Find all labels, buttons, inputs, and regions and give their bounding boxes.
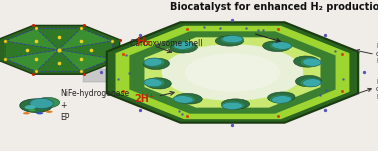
Ellipse shape xyxy=(35,97,60,108)
Ellipse shape xyxy=(146,78,171,89)
Polygon shape xyxy=(5,50,59,71)
Ellipse shape xyxy=(143,78,164,87)
Ellipse shape xyxy=(301,78,322,87)
Polygon shape xyxy=(5,41,59,59)
Ellipse shape xyxy=(144,58,169,69)
Circle shape xyxy=(162,44,303,101)
Ellipse shape xyxy=(46,111,53,113)
Polygon shape xyxy=(36,50,81,71)
Polygon shape xyxy=(144,37,321,108)
Ellipse shape xyxy=(144,79,162,87)
Ellipse shape xyxy=(263,41,290,52)
Ellipse shape xyxy=(270,42,292,50)
Ellipse shape xyxy=(296,76,321,87)
Polygon shape xyxy=(59,28,112,50)
Polygon shape xyxy=(59,41,112,59)
Polygon shape xyxy=(59,50,112,71)
Polygon shape xyxy=(5,28,112,71)
Ellipse shape xyxy=(221,35,244,43)
Ellipse shape xyxy=(222,99,249,109)
Ellipse shape xyxy=(173,95,195,103)
Polygon shape xyxy=(116,26,349,119)
Text: NiFe-hydrogenase
+
EP: NiFe-hydrogenase + EP xyxy=(60,89,130,122)
Circle shape xyxy=(185,53,280,92)
Text: Carboxysome shell: Carboxysome shell xyxy=(130,39,203,48)
Ellipse shape xyxy=(29,109,36,111)
Ellipse shape xyxy=(20,99,52,112)
Polygon shape xyxy=(5,28,59,50)
Ellipse shape xyxy=(303,79,321,87)
Ellipse shape xyxy=(174,42,193,49)
Ellipse shape xyxy=(222,102,243,109)
Ellipse shape xyxy=(270,95,292,103)
FancyArrow shape xyxy=(83,68,136,83)
Ellipse shape xyxy=(170,42,197,53)
Polygon shape xyxy=(0,25,120,74)
Text: H₂: H₂ xyxy=(137,37,172,53)
Ellipse shape xyxy=(143,58,164,67)
Ellipse shape xyxy=(272,42,291,49)
Ellipse shape xyxy=(215,36,243,46)
Ellipse shape xyxy=(30,98,53,109)
Ellipse shape xyxy=(25,105,36,109)
Polygon shape xyxy=(36,28,81,50)
Ellipse shape xyxy=(303,58,321,66)
Text: NADPH
or
MV⁺⁺: NADPH or MV⁺⁺ xyxy=(376,79,378,100)
Ellipse shape xyxy=(268,92,295,103)
Polygon shape xyxy=(107,22,358,123)
Text: NADP⁺
or
MV²⁺: NADP⁺ or MV²⁺ xyxy=(376,43,378,64)
Ellipse shape xyxy=(175,93,202,104)
Ellipse shape xyxy=(23,112,30,114)
Ellipse shape xyxy=(36,112,43,114)
Ellipse shape xyxy=(222,35,243,43)
Ellipse shape xyxy=(173,42,195,50)
Text: 2H⁺: 2H⁺ xyxy=(135,91,174,104)
Text: Biocatalyst for enhanced H₂ production: Biocatalyst for enhanced H₂ production xyxy=(170,2,378,12)
Ellipse shape xyxy=(272,96,291,103)
Ellipse shape xyxy=(221,101,244,110)
Polygon shape xyxy=(129,31,336,114)
Ellipse shape xyxy=(144,58,162,66)
Ellipse shape xyxy=(174,96,193,103)
Ellipse shape xyxy=(301,58,322,67)
Ellipse shape xyxy=(294,56,319,67)
